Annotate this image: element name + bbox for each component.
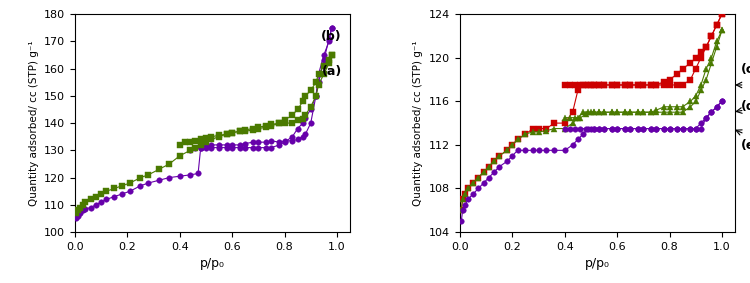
Text: (c): (c)	[740, 63, 750, 76]
Text: (a): (a)	[322, 65, 342, 78]
Y-axis label: Quantity adsorbed/ cc (STP) g⁻¹: Quantity adsorbed/ cc (STP) g⁻¹	[413, 40, 424, 206]
X-axis label: p/p₀: p/p₀	[585, 257, 610, 270]
Text: (d): (d)	[740, 100, 750, 113]
Y-axis label: Quantity adsorbed/ cc (STP) g⁻¹: Quantity adsorbed/ cc (STP) g⁻¹	[28, 40, 38, 206]
X-axis label: p/p₀: p/p₀	[200, 257, 225, 270]
Text: (b): (b)	[321, 30, 342, 43]
Text: (e): (e)	[740, 139, 750, 152]
